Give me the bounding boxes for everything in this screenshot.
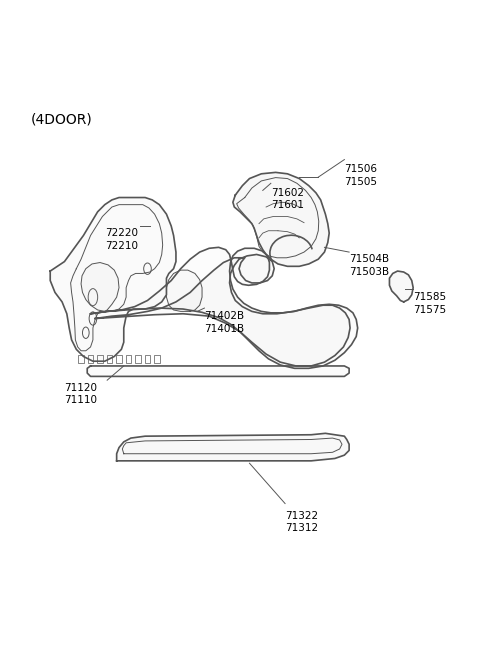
Bar [107, 355, 112, 363]
Bar [135, 355, 141, 363]
Text: 71120
71110: 71120 71110 [64, 382, 97, 405]
Text: 71602
71601: 71602 71601 [271, 188, 304, 211]
Polygon shape [91, 247, 358, 368]
Text: (4DOOR): (4DOOR) [31, 112, 93, 126]
Bar [78, 355, 84, 363]
Polygon shape [96, 255, 350, 366]
Text: 71585
71575: 71585 71575 [413, 293, 446, 315]
Bar [116, 355, 122, 363]
Polygon shape [167, 270, 202, 312]
Bar [88, 355, 94, 363]
Text: 71322
71312: 71322 71312 [285, 510, 318, 533]
Polygon shape [87, 366, 349, 377]
Text: 71402B
71401B: 71402B 71401B [204, 312, 244, 334]
Bar [97, 355, 103, 363]
Text: 71504B
71503B: 71504B 71503B [349, 255, 389, 277]
Polygon shape [81, 262, 119, 312]
Polygon shape [233, 173, 329, 266]
Text: 71506
71505: 71506 71505 [344, 164, 377, 187]
Polygon shape [117, 434, 349, 461]
Text: 72220
72210: 72220 72210 [105, 228, 138, 251]
Polygon shape [389, 271, 413, 302]
Bar [144, 355, 150, 363]
Bar [154, 355, 160, 363]
Polygon shape [50, 197, 176, 361]
Bar [126, 355, 132, 363]
